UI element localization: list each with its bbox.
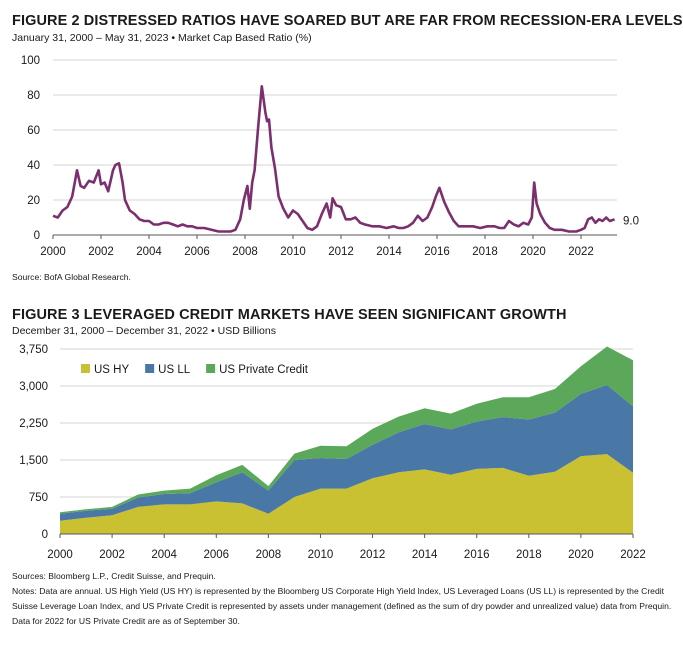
y-tick-label-5: 3,750	[19, 344, 48, 356]
end-value-label: 9.0	[623, 215, 639, 227]
figure3-title: FIGURE 3 LEVERAGED CREDIT MARKETS HAVE S…	[12, 307, 567, 323]
x-tick-label-6: 2012	[328, 246, 354, 258]
x-tick-label-5: 2010	[308, 549, 334, 561]
legend-label-us-private-credit: US Private Credit	[219, 364, 309, 376]
y-tick-label-2: 40	[27, 160, 40, 172]
figure3-subtitle: December 31, 2000 – December 31, 2022 • …	[12, 325, 276, 337]
y-tick-label-5: 100	[21, 55, 40, 67]
x-tick-label-10: 2020	[568, 549, 594, 561]
y-tick-label-0: 0	[42, 529, 48, 541]
legend-swatch-us-private-credit	[206, 364, 216, 373]
figure2-title: FIGURE 2 DISTRESSED RATIOS HAVE SOARED B…	[12, 13, 683, 29]
x-tick-label-10: 2020	[520, 246, 546, 258]
x-tick-label-2: 2004	[151, 549, 177, 561]
area-us-hy	[60, 454, 633, 534]
figure3-area-chart: 0 750 1,500 2,250 3,000 3,750 2000 2002 2004 2006…	[19, 344, 646, 561]
distressed-ratio-line	[52, 85, 616, 233]
x-tick-label-0: 2000	[47, 549, 73, 561]
x-tick-label-4: 2008	[256, 549, 282, 561]
x-tick-label-7: 2014	[376, 246, 402, 258]
x-tick-label-3: 2006	[203, 549, 229, 561]
y-tick-label-2: 1,500	[19, 455, 48, 467]
x-tick-label-11: 2022	[620, 549, 646, 561]
x-tick-label-7: 2014	[412, 549, 438, 561]
legend-swatch-us-hy	[81, 364, 90, 373]
y-tick-label-0: 0	[34, 230, 40, 242]
x-tick-label-11: 2022	[568, 246, 594, 258]
x-tick-label-9: 2018	[472, 246, 498, 258]
y-tick-label-4: 3,000	[19, 381, 48, 393]
legend-label-us-hy: US HY	[94, 364, 129, 376]
figure3-sources: Sources: Bloomberg L.P., Credit Suisse, …	[12, 571, 216, 581]
figure2-subtitle: January 31, 2000 – May 31, 2023 • Market…	[12, 32, 312, 44]
figure2-line-chart: 0 20 40 60 80 100 2000 2002 2004 2006 2008 2010 2012…	[21, 55, 639, 258]
y-tick-label-4: 80	[27, 90, 40, 102]
area-us-ll	[60, 385, 633, 521]
x-tick-label-0: 2000	[40, 246, 66, 258]
y-tick-label-1: 750	[29, 492, 48, 504]
x-tick-label-4: 2008	[232, 246, 258, 258]
y-tick-label-3: 2,250	[19, 418, 48, 430]
x-tick-label-3: 2006	[184, 246, 210, 258]
x-tick-label-2: 2004	[136, 246, 162, 258]
figure3-notes: Notes: Data are annual. US High Yield (U…	[12, 586, 672, 626]
x-tick-label-9: 2018	[516, 549, 542, 561]
y-tick-label-1: 20	[27, 195, 40, 207]
x-tick-label-8: 2016	[464, 549, 490, 561]
x-tick-label-5: 2010	[280, 246, 306, 258]
legend-label-us-ll: US LL	[158, 364, 191, 376]
x-tick-label-8: 2016	[424, 246, 450, 258]
legend-swatch-us-ll	[145, 364, 155, 373]
x-tick-label-1: 2002	[99, 549, 125, 561]
y-tick-label-3: 60	[27, 125, 40, 137]
figure2-source: Source: BofA Global Research.	[12, 272, 131, 282]
x-tick-label-6: 2012	[360, 549, 386, 561]
x-tick-label-1: 2002	[88, 246, 114, 258]
